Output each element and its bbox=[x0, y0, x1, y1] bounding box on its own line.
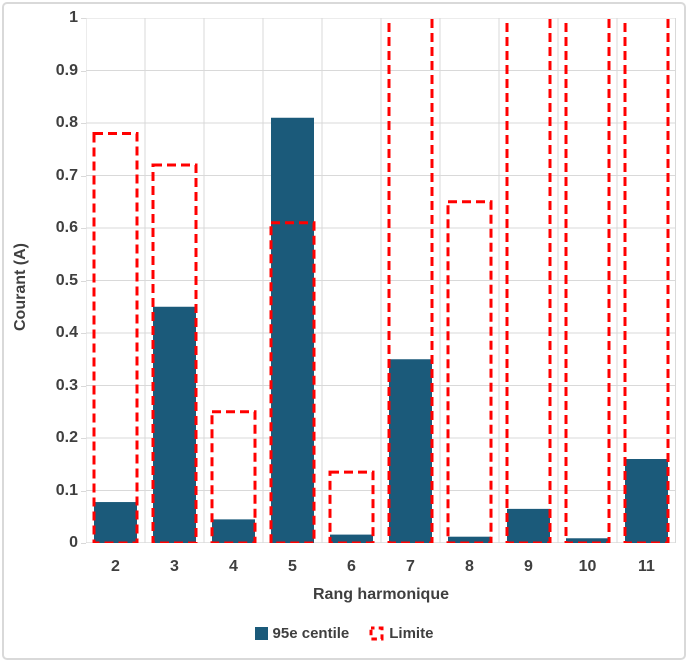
bar-limite bbox=[328, 470, 375, 543]
y-tick-label: 0.2 bbox=[55, 429, 78, 446]
bar-95e-centile bbox=[507, 508, 550, 543]
legend-label-95e-centile: 95e centile bbox=[272, 625, 350, 642]
y-tick-mark bbox=[81, 70, 86, 72]
x-tick-label: 7 bbox=[406, 558, 415, 575]
bar-limite bbox=[446, 200, 493, 543]
x-tick-label: 11 bbox=[638, 558, 655, 575]
y-tick-label: 0.5 bbox=[55, 271, 78, 289]
legend-item-95e-centile: 95e centile bbox=[254, 625, 350, 642]
bar-limite bbox=[269, 221, 316, 543]
bar-limite bbox=[92, 132, 139, 543]
y-tick-mark bbox=[81, 123, 86, 124]
y-tick-mark bbox=[81, 280, 86, 282]
y-tick-label: 0 bbox=[69, 534, 78, 551]
x-tick-label: 6 bbox=[347, 558, 356, 575]
y-tick-mark bbox=[81, 385, 86, 387]
y-tick-mark bbox=[81, 228, 86, 229]
y-axis-title: Courant (A) bbox=[12, 243, 29, 331]
bar-95e-centile bbox=[212, 519, 255, 543]
bar-95e-centile bbox=[448, 536, 491, 543]
x-axis-title: Rang harmonique bbox=[312, 586, 449, 603]
legend: 95e centile Limite bbox=[0, 625, 688, 642]
bar-95e-centile bbox=[153, 306, 196, 543]
bar-limite bbox=[623, 18, 670, 543]
bar-limite bbox=[151, 163, 198, 543]
x-tick-label: 10 bbox=[578, 558, 597, 575]
y-tick-mark bbox=[81, 438, 86, 439]
bar-95e-centile bbox=[330, 534, 373, 543]
y-tick-mark bbox=[81, 490, 86, 492]
bar-limite bbox=[505, 18, 552, 543]
bar-limite bbox=[387, 18, 434, 543]
legend-label-limite: Limite bbox=[389, 625, 434, 642]
x-tick-label: 4 bbox=[229, 558, 238, 575]
legend-swatch-95e-centile bbox=[254, 627, 268, 640]
bar-95e-centile bbox=[94, 502, 137, 543]
bar-95e-centile bbox=[566, 538, 609, 543]
y-tick-mark bbox=[81, 175, 86, 177]
bar-limite bbox=[564, 18, 611, 543]
y-tick-label: 0.4 bbox=[55, 324, 78, 341]
y-tick-mark bbox=[81, 18, 86, 19]
y-tick-label: 0.3 bbox=[55, 376, 78, 394]
y-tick-label: 0.1 bbox=[55, 481, 78, 499]
legend-swatch-limite bbox=[369, 626, 384, 641]
x-tick-label: 5 bbox=[288, 558, 297, 575]
y-tick-label: 0.9 bbox=[55, 61, 78, 79]
plot-area bbox=[86, 18, 676, 543]
x-tick-label: 9 bbox=[524, 558, 533, 575]
bar-95e-centile bbox=[389, 359, 432, 543]
y-tick-mark bbox=[81, 333, 86, 334]
legend-item-limite: Limite bbox=[369, 625, 433, 642]
x-tick-label: 8 bbox=[465, 558, 474, 575]
y-tick-label: 0.8 bbox=[55, 114, 78, 131]
bar-95e-centile bbox=[625, 459, 668, 543]
x-tick-label: 2 bbox=[111, 558, 120, 575]
bar-95e-centile bbox=[271, 117, 314, 543]
y-tick-mark bbox=[81, 543, 86, 544]
y-tick-label: 0.7 bbox=[55, 166, 78, 184]
y-tick-label: 1 bbox=[69, 9, 78, 26]
x-tick-label: 3 bbox=[170, 558, 179, 575]
bar-limite bbox=[210, 410, 257, 543]
y-tick-label: 0.6 bbox=[55, 219, 78, 236]
